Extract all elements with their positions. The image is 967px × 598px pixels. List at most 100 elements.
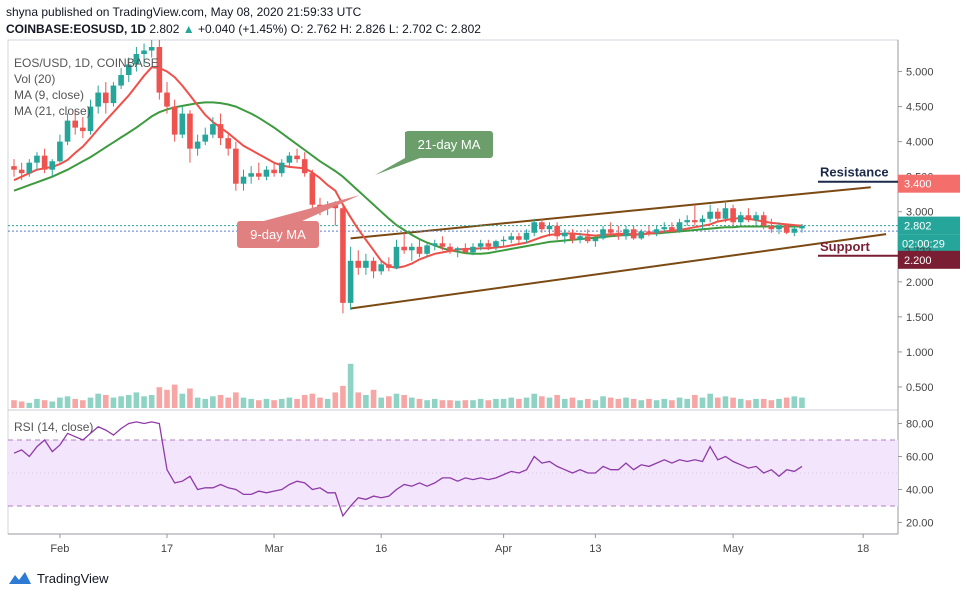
candle-body <box>722 208 729 219</box>
candle <box>409 243 415 261</box>
candle-body <box>485 243 492 247</box>
volume-bar <box>26 402 33 408</box>
tradingview-footer[interactable]: TradingView <box>8 570 109 586</box>
ma9-line <box>13 66 803 269</box>
volume-bar <box>569 397 576 408</box>
resistance-badge: 3.400 <box>904 179 932 191</box>
volume-bar <box>753 398 759 408</box>
time-tick-label: May <box>723 543 744 555</box>
candle-body <box>156 47 163 93</box>
candle <box>210 117 216 139</box>
legend-title: EOS/USD, 1D, COINBASE <box>14 56 159 70</box>
volume-bar <box>684 398 690 408</box>
candle <box>539 218 545 233</box>
candle-body <box>730 208 736 223</box>
candle-body <box>409 246 415 251</box>
candle <box>309 169 316 212</box>
candle <box>110 82 117 107</box>
candle-body <box>646 231 652 233</box>
candle-body <box>133 54 140 65</box>
time-tick-label: 17 <box>161 543 173 555</box>
candle <box>692 204 698 226</box>
candle <box>156 40 163 100</box>
candle <box>454 246 461 258</box>
resistance-badge-bg <box>898 174 960 193</box>
volume-bar <box>202 398 209 408</box>
candle <box>340 204 346 314</box>
candle-body <box>783 225 790 233</box>
countdown-badge-bg <box>898 234 960 253</box>
candle <box>133 47 140 72</box>
volume-bar <box>707 393 713 408</box>
volume-bar <box>80 400 86 408</box>
volume-bar <box>477 398 484 408</box>
candle-body <box>294 155 300 160</box>
symbol[interactable]: COINBASE:EOSUSD, 1D <box>6 22 147 36</box>
resistance-label: Resistance <box>820 165 889 180</box>
volume-bar <box>171 384 178 408</box>
candle <box>424 243 430 258</box>
close-value: C: 2.802 <box>435 22 481 36</box>
candle-body <box>592 238 599 242</box>
candle-body <box>378 264 384 272</box>
candle <box>630 225 637 240</box>
candle-body <box>470 246 476 253</box>
candle-body <box>768 225 775 230</box>
volume-bar <box>416 398 423 408</box>
candle-body <box>18 169 25 174</box>
candle <box>531 218 537 237</box>
countdown-badge: 02:00:29 <box>902 239 945 251</box>
candle-body <box>194 141 201 149</box>
volume-bar <box>87 397 94 408</box>
candle-body <box>454 248 461 251</box>
candle-body <box>141 50 147 55</box>
volume-bar <box>278 398 285 408</box>
candle <box>546 222 553 237</box>
volume-bar <box>615 398 622 408</box>
candle-body <box>271 169 277 174</box>
candle <box>233 141 239 191</box>
candle <box>638 229 645 240</box>
candle-body <box>516 236 522 240</box>
candle <box>256 162 262 181</box>
candle-body <box>638 231 645 239</box>
candle-body <box>462 248 469 253</box>
candle-body <box>760 215 767 226</box>
candle-body <box>669 227 675 232</box>
candle-body <box>217 124 224 139</box>
time-tick-label: Apr <box>495 543 512 555</box>
volume-bar <box>409 397 415 408</box>
candle <box>95 85 101 114</box>
ma21-line <box>13 101 802 255</box>
candle <box>783 223 790 235</box>
candle-body <box>523 232 530 240</box>
candle <box>600 225 606 240</box>
candle-body <box>562 232 568 237</box>
price-tick-label: 4.500 <box>906 102 934 114</box>
candle <box>401 232 407 254</box>
volume-bar <box>584 398 591 408</box>
volume-bar <box>317 397 323 408</box>
candle-body <box>737 215 744 223</box>
volume-bar <box>500 398 507 408</box>
candle <box>653 225 660 237</box>
volume-bar <box>240 397 247 408</box>
volume-bar <box>768 400 775 408</box>
volume-bar <box>470 400 476 408</box>
candle <box>187 110 193 163</box>
volume-bar <box>699 397 706 408</box>
volume-bar <box>110 397 117 408</box>
candle-body <box>615 232 622 237</box>
candle-body <box>355 260 362 268</box>
last-price-badge: 2.802 <box>904 221 932 233</box>
candle-body <box>309 173 316 205</box>
candle <box>592 236 599 247</box>
volume-bar <box>669 400 675 408</box>
open-value: O: 2.762 <box>290 22 337 36</box>
volume-bar <box>607 397 614 408</box>
channel-upper-line <box>350 186 871 240</box>
high-value: H: 2.826 <box>340 22 386 36</box>
candle <box>508 232 515 244</box>
candle-body <box>531 222 537 233</box>
